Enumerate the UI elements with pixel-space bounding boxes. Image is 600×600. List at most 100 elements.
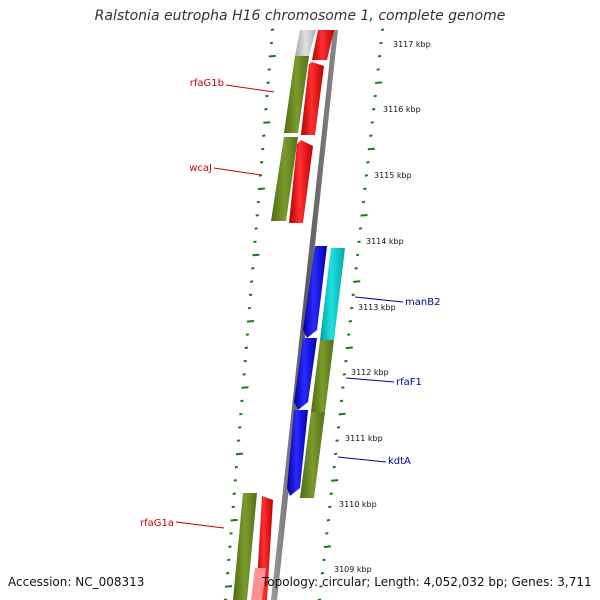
- scale-tick-outer: [319, 585, 323, 588]
- scale-tick-inner: [240, 399, 244, 403]
- gene-label-rfaG1b: rfaG1b: [190, 78, 224, 89]
- scale-tick-inner: [226, 571, 230, 575]
- scale-tick-inner: [242, 373, 246, 376]
- scale-tick-inner: [261, 147, 265, 151]
- scale-tick-outer: [366, 161, 370, 164]
- kbp-label-3114: 3114 kbp: [366, 237, 404, 246]
- cds-bottom-lightred: [251, 568, 266, 600]
- scale-tick-outer: [341, 386, 345, 389]
- callout-line-rfaG1a: [175, 521, 225, 529]
- gene-label-rfaF1: rfaF1: [396, 377, 422, 388]
- scale-tick-outer: [332, 465, 336, 469]
- scale-tick-inner: [264, 107, 268, 111]
- callout-line-manB2: [354, 296, 404, 303]
- scale-tick-inner: [258, 174, 263, 177]
- scale-tick-outer: [328, 505, 332, 509]
- tick-marks-outer: [317, 28, 385, 600]
- scale-tick-inner: [227, 558, 231, 562]
- scale-tick-inner: [235, 452, 244, 456]
- scale-tick-outer: [353, 280, 361, 283]
- scale-tick-outer: [380, 28, 385, 31]
- map-title: Ralstonia eutropha H16 chromosome 1, com…: [94, 8, 506, 24]
- kbp-label-3112: 3112 kbp: [351, 368, 389, 377]
- scale-tick-inner: [239, 412, 243, 416]
- kbp-label-3115: 3115 kbp: [374, 171, 412, 180]
- scale-tick-outer: [372, 107, 376, 111]
- callout-line-wcaJ: [213, 167, 262, 176]
- cog-segment-kdtA: [300, 412, 325, 498]
- genome-summary: Topology: circular; Length: 4,052,032 bp…: [262, 575, 592, 589]
- scale-tick-outer: [320, 571, 325, 575]
- cog-segment-rfaG1a: [233, 493, 257, 600]
- scale-tick-inner: [246, 320, 255, 323]
- scale-tick-inner: [256, 200, 260, 204]
- chromosome-backbone: [271, 30, 338, 600]
- gene-label-manB2: manB2: [405, 297, 440, 308]
- cog-segment-gray-top: [295, 30, 316, 56]
- scale-tick-outer: [323, 545, 331, 548]
- scale-tick-outer: [363, 187, 367, 191]
- scale-tick-outer: [339, 399, 344, 403]
- scale-tick-outer: [322, 558, 326, 562]
- scale-tick-inner: [270, 28, 275, 31]
- scale-tick-outer: [370, 121, 374, 124]
- scale-tick-inner: [268, 54, 276, 58]
- scale-tick-inner: [228, 545, 232, 548]
- kbp-label-3110: 3110 kbp: [339, 500, 377, 509]
- scale-tick-inner: [236, 439, 241, 442]
- scale-tick-inner: [243, 359, 247, 363]
- scale-tick-outer: [347, 333, 351, 336]
- scale-tick-outer: [335, 439, 339, 442]
- scale-tick-inner: [229, 532, 233, 535]
- kbp-label-3111: 3111 kbp: [345, 434, 383, 443]
- scale-tick-inner: [266, 81, 270, 84]
- scale-tick-outer: [373, 94, 377, 98]
- scale-tick-inner: [225, 585, 233, 588]
- scale-tick-inner: [231, 505, 235, 509]
- scale-tick-outer: [326, 518, 330, 522]
- scale-tick-outer: [375, 81, 383, 84]
- scale-tick-outer: [344, 359, 348, 363]
- scale-tick-outer: [342, 373, 347, 376]
- scale-tick-inner: [255, 214, 259, 217]
- scale-tick-inner: [244, 346, 248, 350]
- scale-tick-outer: [355, 253, 360, 257]
- scale-tick-outer: [350, 306, 354, 310]
- kbp-label-3117: 3117 kbp: [393, 40, 431, 49]
- scale-tick-inner: [232, 492, 236, 495]
- scale-tick-inner: [251, 267, 255, 270]
- scale-tick-inner: [252, 253, 260, 257]
- scale-tick-inner: [250, 280, 254, 283]
- scale-tick-inner: [241, 386, 249, 389]
- scale-tick-inner: [233, 479, 237, 482]
- scale-tick-inner: [245, 333, 250, 336]
- scale-tick-outer: [325, 532, 329, 535]
- scale-tick-outer: [377, 54, 382, 58]
- scale-tick-outer: [329, 492, 333, 495]
- callout-line-kdtA: [337, 456, 387, 463]
- gene-label-kdtA: kdtA: [388, 456, 411, 467]
- scale-tick-outer: [351, 293, 355, 297]
- scale-tick-outer: [367, 147, 375, 151]
- gene-label-rfaG1a: rfaG1a: [140, 518, 174, 529]
- cds-arrow-rfaF1: [294, 338, 317, 410]
- cds-top-red: [312, 30, 334, 60]
- scale-tick-inner: [234, 465, 239, 469]
- scale-tick-inner: [262, 134, 266, 137]
- kbp-label-3116: 3116 kbp: [383, 105, 421, 114]
- cog-segment-rfaF1: [311, 340, 334, 412]
- scale-tick-inner: [253, 240, 257, 244]
- scale-tick-inner: [254, 227, 258, 230]
- kbp-label-3109: 3109 kbp: [334, 565, 372, 574]
- scale-tick-outer: [357, 240, 361, 244]
- cds-arrow-kdtA: [287, 410, 308, 496]
- scale-tick-outer: [379, 41, 383, 45]
- scale-tick-outer: [364, 174, 369, 177]
- cds-arrow-rfaG1b: [301, 62, 324, 135]
- cog-segment-manB2: [320, 248, 345, 340]
- callout-line-rfaF1: [345, 377, 395, 383]
- scale-tick-inner: [257, 187, 265, 191]
- cog-segment-wcaJ: [271, 137, 298, 221]
- scale-tick-outer: [358, 227, 363, 230]
